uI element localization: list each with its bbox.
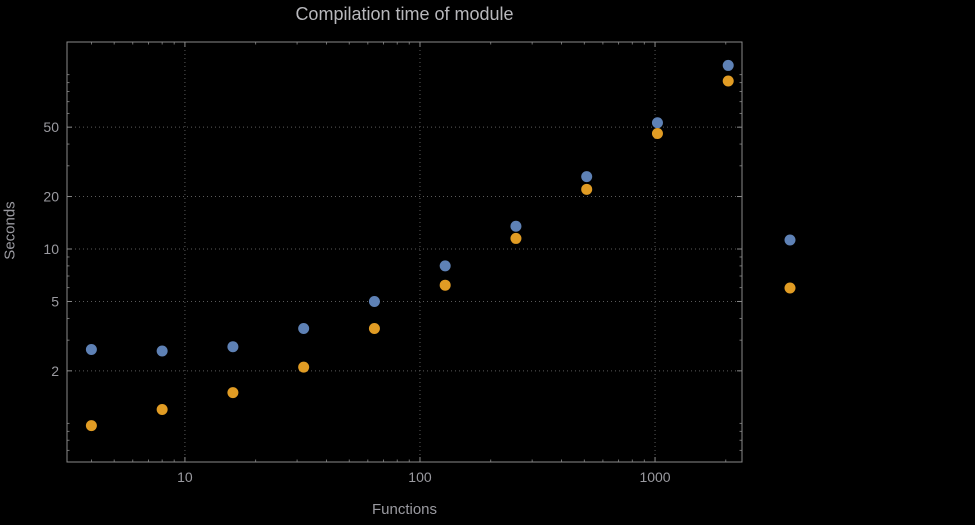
x-tick-label: 10 — [177, 469, 193, 485]
data-point-orange — [156, 404, 168, 416]
y-tick-label: 10 — [43, 241, 59, 257]
y-tick-label: 2 — [51, 363, 59, 379]
data-point-blue — [581, 171, 593, 183]
data-point-orange — [227, 387, 239, 399]
data-point-orange — [439, 279, 451, 291]
y-tick-label: 5 — [51, 293, 59, 309]
data-point-orange — [581, 183, 593, 195]
x-tick-label: 100 — [408, 469, 432, 485]
data-point-orange — [298, 361, 310, 373]
chart-title: Compilation time of module — [295, 4, 514, 24]
y-axis-label: Seconds — [1, 201, 19, 260]
x-tick-label: 1000 — [639, 469, 670, 485]
legend-marker-orange — [784, 282, 796, 294]
data-point-orange — [85, 420, 97, 432]
data-point-orange — [722, 75, 734, 87]
data-point-blue — [368, 295, 380, 307]
data-point-orange — [510, 232, 522, 244]
y-tick-label: 50 — [43, 119, 59, 135]
x-axis-label: Functions — [371, 501, 438, 518]
data-point-orange — [368, 322, 380, 334]
data-point-blue — [298, 322, 310, 334]
data-point-blue — [651, 117, 663, 129]
data-point-blue — [439, 260, 451, 272]
data-point-blue — [722, 59, 734, 71]
data-point-orange — [651, 127, 663, 139]
data-point-blue — [227, 341, 239, 353]
legend-marker-blue — [784, 234, 796, 246]
y-tick-label: 20 — [43, 189, 59, 205]
plot-frame — [66, 41, 743, 463]
data-point-blue — [156, 345, 168, 357]
data-point-blue — [85, 344, 97, 356]
data-point-blue — [510, 220, 522, 232]
